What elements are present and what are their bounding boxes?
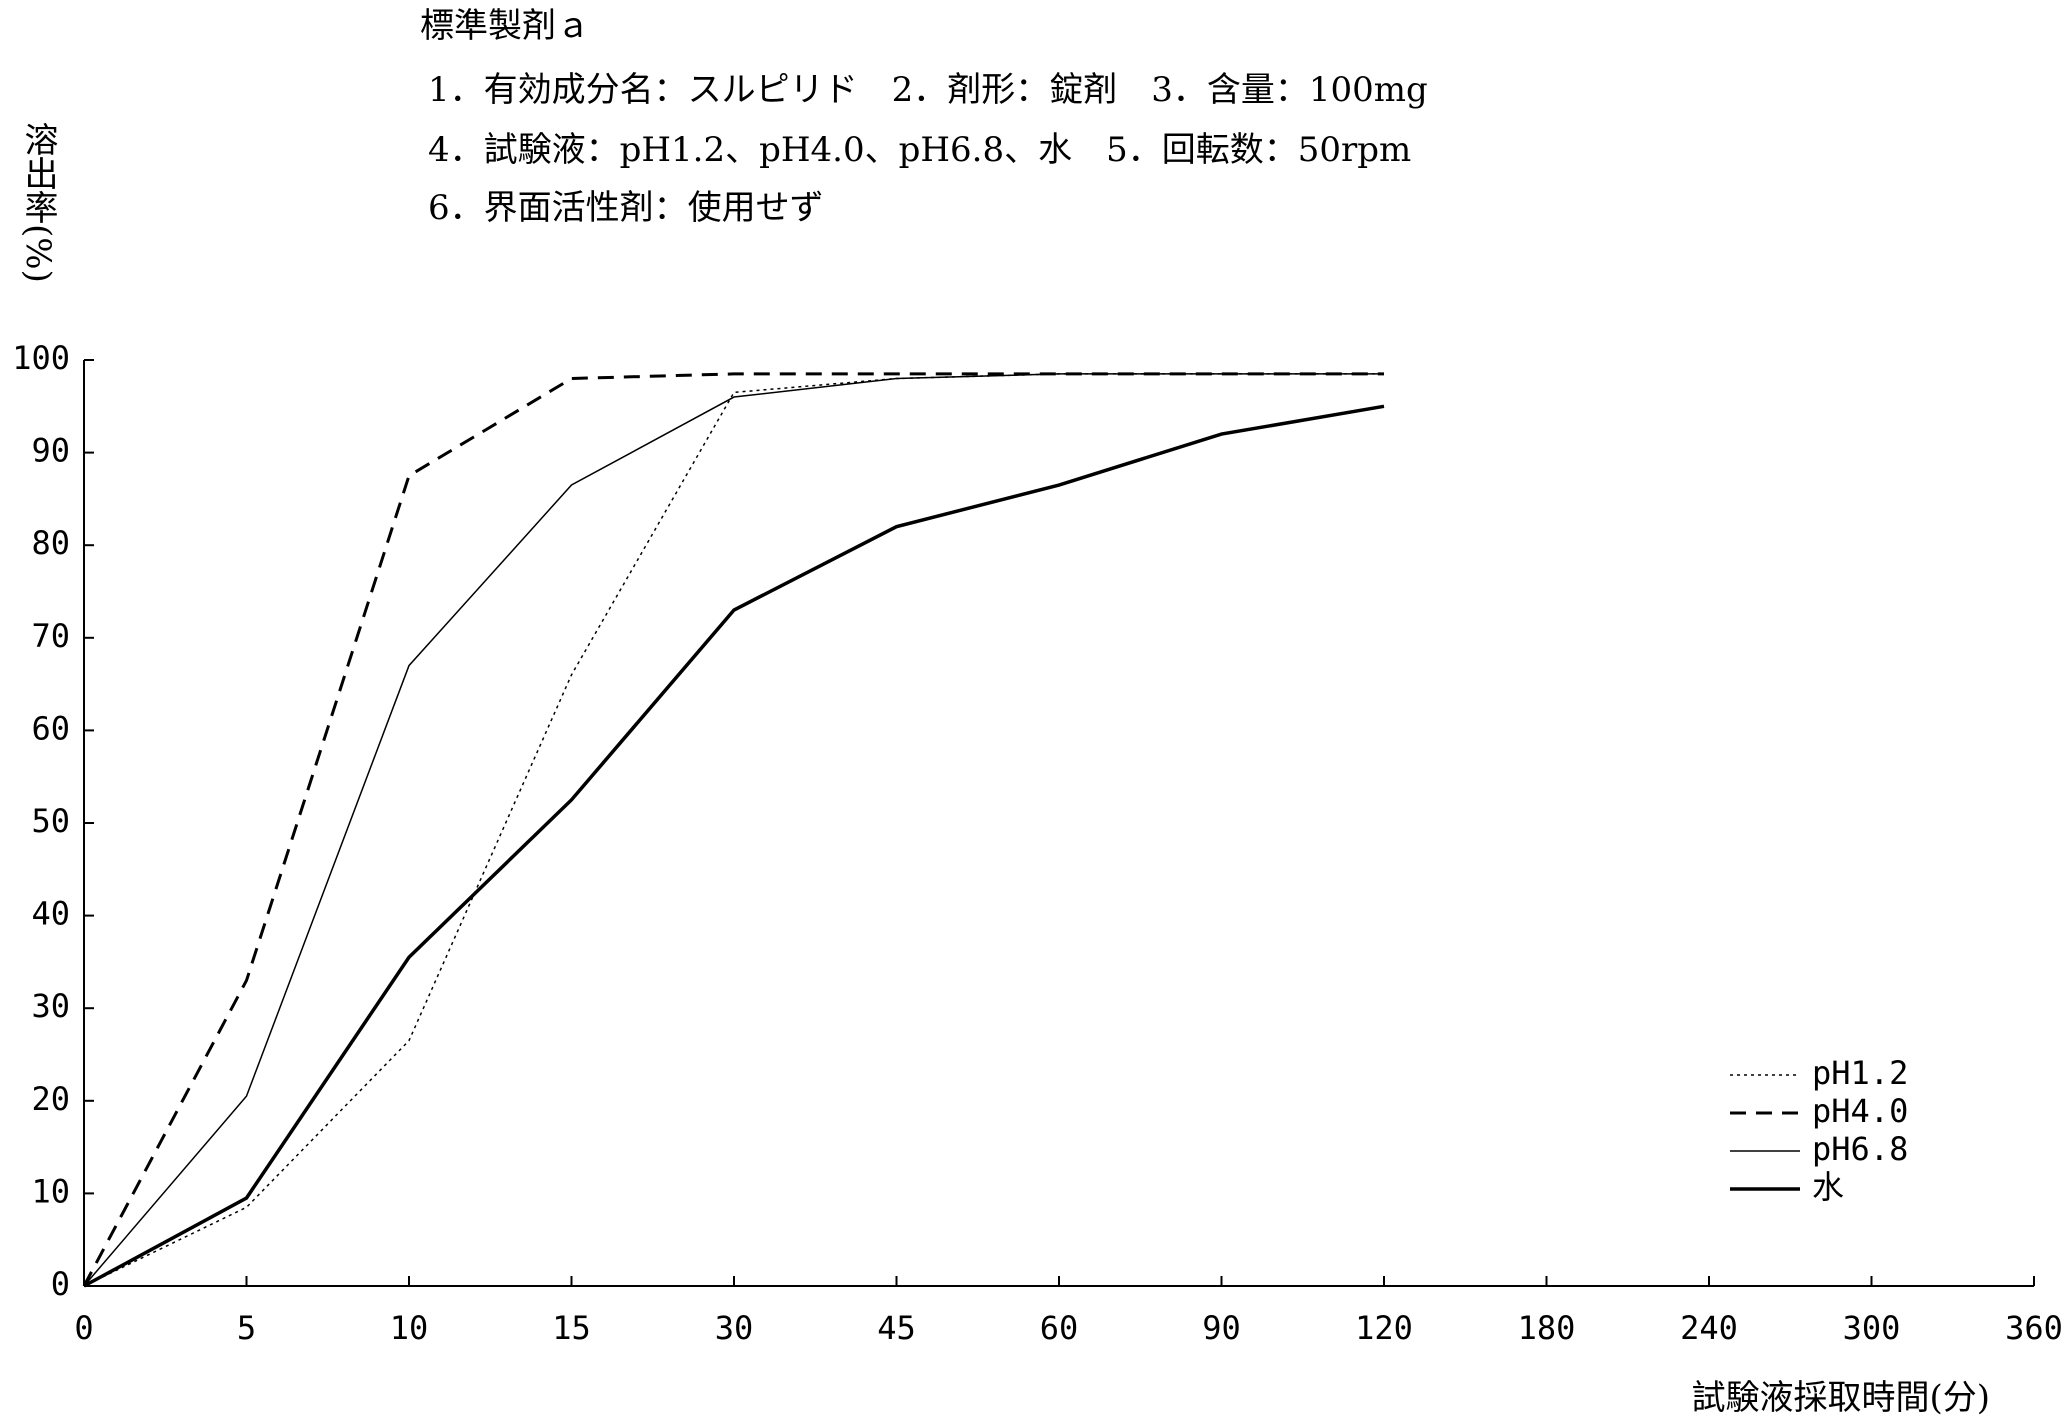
x-tick-label: 45: [877, 1309, 916, 1347]
x-tick-label: 300: [1843, 1309, 1901, 1347]
x-tick-label: 30: [715, 1309, 754, 1347]
x-tick-label: 5: [237, 1309, 256, 1347]
x-tick-label: 240: [1680, 1309, 1738, 1347]
y-tick-label: 100: [12, 339, 70, 377]
legend-label: pH4.0: [1812, 1092, 1908, 1130]
y-tick-label: 0: [51, 1265, 70, 1303]
x-tick-label: 360: [2005, 1309, 2063, 1347]
y-tick-label: 50: [31, 802, 70, 840]
x-tick-label: 60: [1040, 1309, 1079, 1347]
y-tick-label: 70: [31, 617, 70, 655]
x-tick-label: 120: [1355, 1309, 1413, 1347]
chart-subtitle: 1．有効成分名：スルピリド 2．剤形：錠剤 3．含量：100mg: [428, 70, 1428, 110]
data-line: [83, 373, 1384, 1287]
data-line: [83, 404, 1385, 1288]
x-tick-label: 0: [74, 1309, 93, 1347]
x-tick-label: 10: [390, 1309, 429, 1347]
y-tick-label: 10: [31, 1172, 70, 1210]
x-tick-label: 15: [552, 1309, 591, 1347]
chart-subtitle: 6．界面活性剤：使用せず: [428, 188, 824, 228]
x-axis-label: 試験液採取時間(分): [1691, 1378, 1990, 1417]
y-tick-label: 60: [31, 709, 70, 747]
legend-label: 水: [1812, 1168, 1844, 1206]
y-tick-label: 20: [31, 1080, 70, 1118]
chart-title: 標準製剤ａ: [420, 6, 590, 46]
x-tick-label: 90: [1202, 1309, 1241, 1347]
y-tick-label: 40: [31, 895, 70, 933]
y-axis-label: 溶出率(%): [18, 122, 58, 283]
x-tick-label: 180: [1518, 1309, 1576, 1347]
data-line: [82, 372, 1384, 1287]
y-tick-label: 90: [31, 432, 70, 470]
legend-label: pH6.8: [1812, 1130, 1908, 1168]
y-tick-label: 30: [31, 987, 70, 1025]
y-tick-label: 80: [31, 524, 70, 562]
legend-label: pH1.2: [1812, 1054, 1908, 1092]
chart-subtitle: 4．試験液：pH1.2、pH4.0、pH6.8、水 5．回転数：50rpm: [428, 130, 1411, 170]
